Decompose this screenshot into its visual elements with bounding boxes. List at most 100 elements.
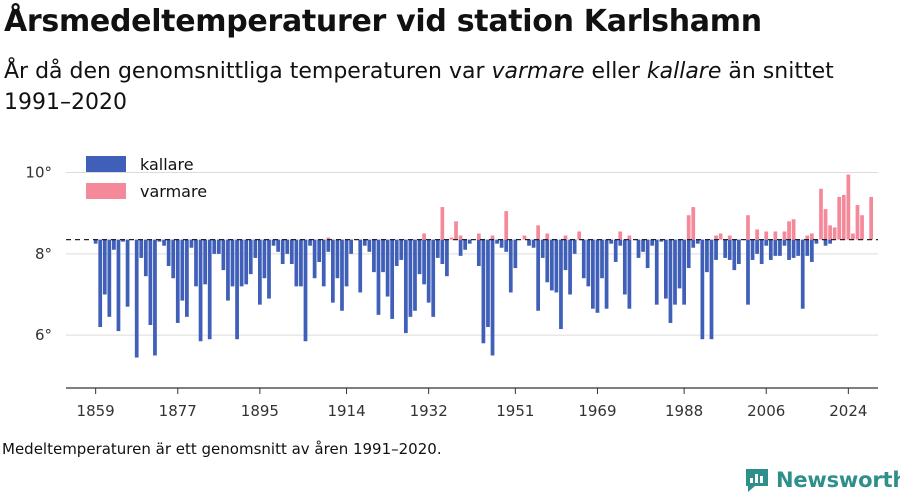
bar-kallare-1962 [563,239,568,271]
bar-kallare-1958 [545,239,550,283]
footnote: Medeltemperaturen är ett genomsnitt av å… [2,440,442,458]
bar-varmare-1974 [618,231,623,240]
bar-kallare-1885 [212,239,217,254]
bar-kallare-2007 [768,239,773,260]
bar-varmare-1937 [449,237,454,240]
legend-swatch-varmare [86,183,126,199]
bar-kallare-1906 [308,239,312,246]
bar-kallare-1884 [207,239,212,340]
bar-kallare-1993 [705,239,709,273]
bar-kallare-1978 [636,239,641,258]
bar-kallare-1982 [654,239,659,305]
bar-kallare-1930 [417,239,422,275]
bar-kallare-1863 [112,239,116,250]
bar-kallare-1981 [650,239,655,246]
bar-kallare-1910 [326,239,331,252]
bar-kallare-1888 [226,239,230,301]
bar-kallare-1875 [166,239,171,267]
bar-kallare-2008 [773,239,778,256]
x-tick-label: 1877 [159,402,197,420]
bar-kallare-1988 [682,239,686,305]
bar-kallare-1999 [732,239,737,271]
bar-varmare-2024 [846,174,851,240]
bar-kallare-1970 [600,239,604,279]
bar-varmare-2019 [823,209,828,240]
bar-varmare-2025 [851,233,855,240]
bar-varmare-2022 [837,196,842,240]
bar-kallare-1893 [248,239,253,275]
bar-kallare-1871 [148,239,153,325]
bar-varmare-2018 [819,188,823,240]
bar-kallare-1984 [664,239,668,299]
bar-kallare-1931 [422,239,426,285]
y-tick-label: 6° [35,326,52,344]
bar-kallare-1911 [330,239,335,303]
bar-varmare-1965 [577,231,582,240]
bar-varmare-1996 [718,233,723,240]
bar-kallare-1873 [157,239,162,242]
bar-kallare-1880 [189,239,194,248]
bar-kallare-1967 [586,239,591,287]
bar-kallare-1866 [125,239,130,307]
bar-kallare-1975 [622,239,627,295]
bar-kallare-1914 [344,239,349,287]
bar-kallare-1902 [289,239,294,264]
bar-kallare-1948 [499,239,504,248]
bar-kallare-1979 [641,239,645,252]
bar-kallare-1874 [162,239,166,246]
bar-kallare-1980 [645,239,650,269]
bar-kallare-1990 [691,239,696,248]
bar-varmare-1998 [727,235,732,240]
bar-kallare-1864 [116,239,121,332]
bar-kallare-1940 [463,239,468,250]
bar-kallare-1989 [686,239,691,269]
bar-varmare-2012 [791,219,796,240]
bar-kallare-1959 [549,239,554,291]
bar-kallare-1895 [258,239,262,305]
bar-kallare-1926 [399,239,404,260]
bar-kallare-1909 [321,239,326,287]
bars-group [93,174,874,358]
bar-kallare-1889 [230,239,235,287]
x-tick-label: 1951 [496,402,534,420]
bar-kallare-1933 [431,239,436,317]
x-tick-label: 2006 [747,402,785,420]
bar-varmare-2002 [746,215,750,240]
bar-varmare-2026 [855,205,860,240]
bar-varmare-2016 [809,233,814,240]
bar-kallare-1939 [458,239,463,256]
bar-kallare-1879 [185,239,189,317]
bar-varmare-2023 [841,194,846,240]
bar-kallare-1882 [198,239,203,342]
bar-chart-icon [746,469,768,492]
bar-kallare-2017 [814,239,819,244]
subtitle-part: eller [584,59,647,84]
y-axis-labels: 6° 8° 10° [25,164,52,345]
bar-kallare-1876 [171,239,176,279]
bar-kallare-1991 [695,239,700,244]
bar-varmare-1939 [458,235,463,240]
legend-swatch-kallare [86,156,126,172]
bar-varmare-1995 [714,235,718,240]
bar-kallare-1903 [294,239,299,287]
bar-kallare-1872 [153,239,157,356]
bar-varmare-1946 [490,235,495,240]
bar-varmare-2020 [828,225,832,240]
bar-kallare-1960 [554,239,559,293]
bar-varmare-2015 [805,235,810,240]
bar-kallare-1951 [513,239,518,269]
bar-kallare-2019 [823,239,828,246]
temperature-bar-chart: 6° 8° 10° 1859 1877 1895 1914 1932 1951 1969 1988… [25,155,878,420]
bar-kallare-1877 [175,239,180,323]
bar-kallare-1918 [362,239,367,246]
bar-varmare-2004 [755,229,759,240]
bar-kallare-1946 [490,239,495,356]
x-tick-label: 1859 [77,402,115,420]
bar-kallare-2014 [800,239,805,309]
bar-kallare-1994 [709,239,714,340]
bar-kallare-2004 [755,239,759,254]
x-axis-ticks: 1859 1877 1895 1914 1932 1951 1969 1988 2006 2024 [77,388,867,420]
legend-label-kallare: kallare [140,155,194,174]
bar-varmare-2029 [869,196,874,240]
bar-kallare-1950 [508,239,513,293]
